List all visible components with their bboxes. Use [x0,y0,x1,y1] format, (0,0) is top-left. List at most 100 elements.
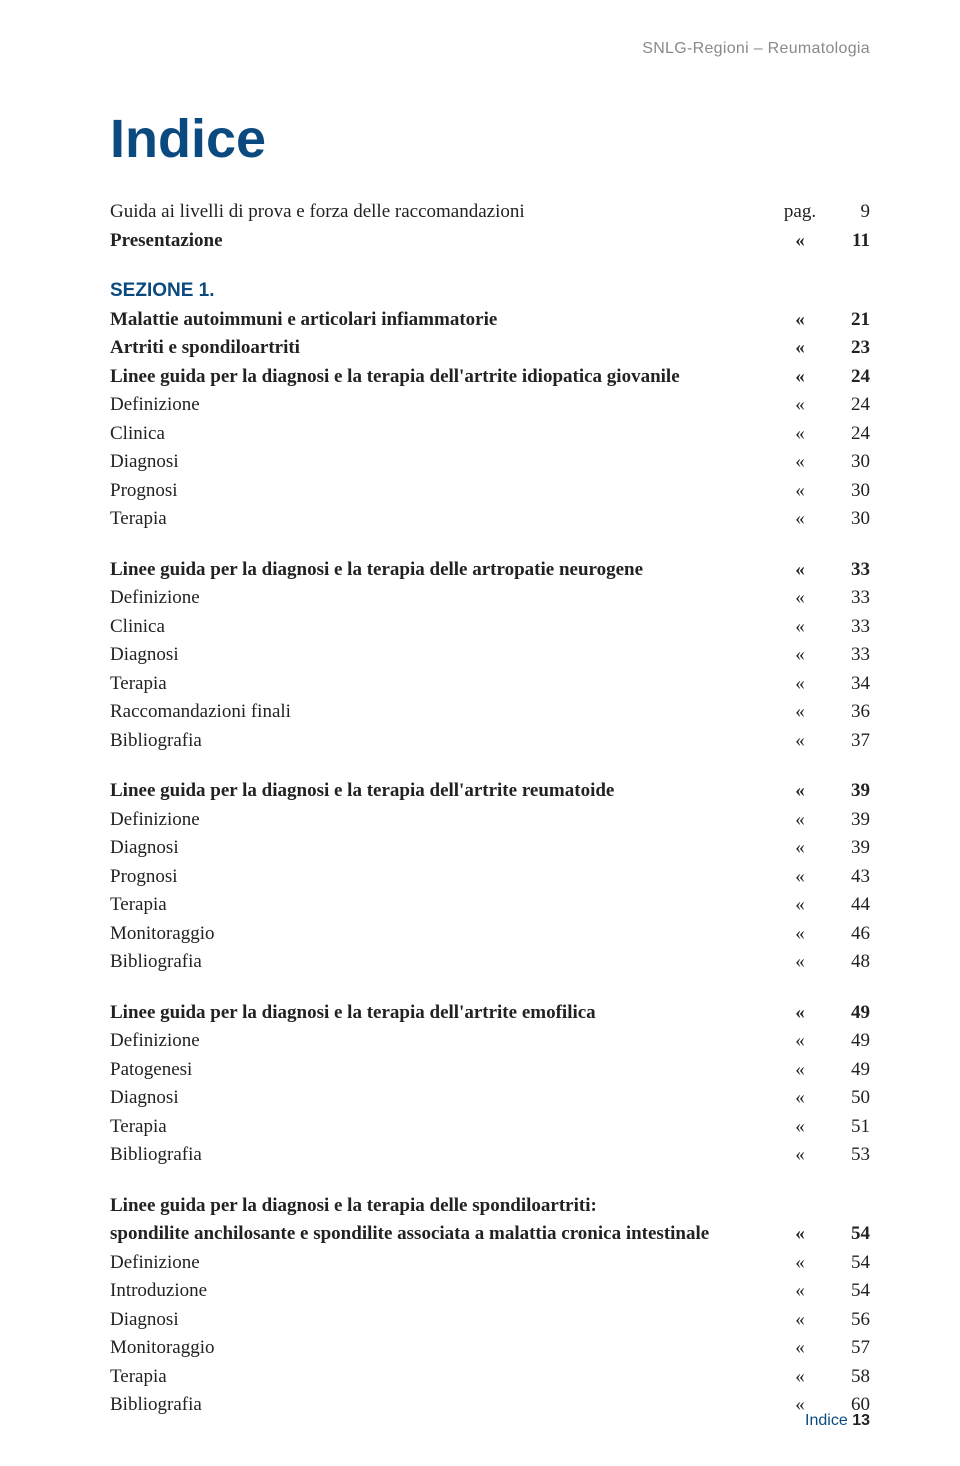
toc-entry-page: 48 [830,948,870,977]
toc-entry-marker: « [770,391,830,420]
toc-entry-marker: « [770,834,830,863]
toc-entry-label: Guida ai livelli di prova e forza delle … [110,198,770,227]
toc-entry-marker: « [770,306,830,335]
toc-entry-label: Terapia [110,1113,770,1142]
toc-entry-page: 9 [830,198,870,227]
toc-entry-marker: « [770,227,830,256]
toc-entry-page: 46 [830,920,870,949]
toc-row: Introduzione«54 [110,1277,870,1306]
toc-row: Linee guida per la diagnosi e la terapia… [110,1192,870,1221]
toc-entry-page: 34 [830,670,870,699]
toc-row: Linee guida per la diagnosi e la terapia… [110,999,870,1028]
toc-row: Linee guida per la diagnosi e la terapia… [110,363,870,392]
toc-entry-label: Patogenesi [110,1056,770,1085]
toc-entry-label: Monitoraggio [110,920,770,949]
toc-row: Clinica«33 [110,613,870,642]
toc-entry-label: Raccomandazioni finali [110,698,770,727]
toc-entry-label: Terapia [110,670,770,699]
toc-entry-marker: « [770,1027,830,1056]
toc-entry-label: Malattie autoimmuni e articolari infiamm… [110,306,770,335]
toc-entry-label: Bibliografia [110,1391,770,1420]
toc-entry-marker: pag. [770,198,830,227]
toc-entry-marker: « [770,477,830,506]
toc-entry-label: Bibliografia [110,1141,770,1170]
toc-entry-marker: « [770,584,830,613]
toc-entry-page: 54 [830,1277,870,1306]
toc-entry-label: Monitoraggio [110,1334,770,1363]
toc-row: Clinica«24 [110,420,870,449]
toc-entry-page: 56 [830,1306,870,1335]
toc-entry-page: 36 [830,698,870,727]
toc-row: Definizione«39 [110,806,870,835]
toc-entry-page: 33 [830,556,870,585]
toc-entry-label: Linee guida per la diagnosi e la terapia… [110,999,770,1028]
toc-entry-marker: « [770,863,830,892]
toc-row: Diagnosi«33 [110,641,870,670]
toc-entry-page: 49 [830,1027,870,1056]
toc-gap [110,755,870,777]
toc-entry-marker: « [770,505,830,534]
toc-entry-marker: « [770,363,830,392]
toc-gap [110,255,870,277]
toc-entry-label: Linee guida per la diagnosi e la terapia… [110,1192,870,1221]
toc-entry-label: Definizione [110,806,770,835]
toc-entry-page: 24 [830,420,870,449]
toc-row: Definizione«49 [110,1027,870,1056]
toc-entry-marker: « [770,670,830,699]
toc-entry-page: 39 [830,806,870,835]
toc-row: Bibliografia«48 [110,948,870,977]
toc-row: Diagnosi«39 [110,834,870,863]
toc-row: Terapia«30 [110,505,870,534]
toc-entry-page: 30 [830,448,870,477]
toc-entry-page: 44 [830,891,870,920]
toc-gap [110,977,870,999]
toc-entry-label: Bibliografia [110,948,770,977]
toc-entry-label: Presentazione [110,227,770,256]
toc-entry-label: Diagnosi [110,448,770,477]
toc-row: Definizione«54 [110,1249,870,1278]
toc-section-label: SEZIONE 1. [110,277,870,306]
toc-row: Bibliografia«37 [110,727,870,756]
toc-entry-marker: « [770,1220,830,1249]
footer-label: Indice [805,1412,848,1429]
toc-row: Diagnosi«50 [110,1084,870,1113]
toc-row: Prognosi«43 [110,863,870,892]
toc-entry-marker: « [770,806,830,835]
toc-row: Bibliografia«53 [110,1141,870,1170]
toc-row: Terapia«44 [110,891,870,920]
toc-row: Definizione«33 [110,584,870,613]
toc-entry-label: Clinica [110,613,770,642]
toc-entry-marker: « [770,777,830,806]
toc-row: Raccomandazioni finali«36 [110,698,870,727]
toc-entry-page: 24 [830,391,870,420]
toc-row: Monitoraggio«57 [110,1334,870,1363]
toc-entry-marker: « [770,334,830,363]
toc-entry-label: Clinica [110,420,770,449]
toc-section-head: SEZIONE 1. [110,277,870,306]
toc-entry-marker: « [770,891,830,920]
toc-row: Diagnosi«56 [110,1306,870,1335]
toc-entry-page: 33 [830,613,870,642]
toc-entry-page: 39 [830,777,870,806]
toc-entry-marker: « [770,1113,830,1142]
toc-row: Definizione«24 [110,391,870,420]
page-footer: Indice 13 [805,1412,870,1430]
toc-gap [110,534,870,556]
toc-entry-label: Linee guida per la diagnosi e la terapia… [110,777,770,806]
toc-entry-page: 57 [830,1334,870,1363]
toc-entry-marker: « [770,1084,830,1113]
toc-entry-label: Bibliografia [110,727,770,756]
toc-entry-label: Linee guida per la diagnosi e la terapia… [110,556,770,585]
toc-entry-marker: « [770,1363,830,1392]
toc-entry-page: 54 [830,1220,870,1249]
toc-gap [110,1170,870,1192]
toc-row: Presentazione«11 [110,227,870,256]
toc-entry-page: 54 [830,1249,870,1278]
toc-entry-page: 39 [830,834,870,863]
toc-entry-label: Definizione [110,1249,770,1278]
toc-entry-marker: « [770,1141,830,1170]
toc-entry-page: 11 [830,227,870,256]
toc-entry-marker: « [770,420,830,449]
toc-entry-marker: « [770,556,830,585]
toc-row: Artriti e spondiloartriti«23 [110,334,870,363]
